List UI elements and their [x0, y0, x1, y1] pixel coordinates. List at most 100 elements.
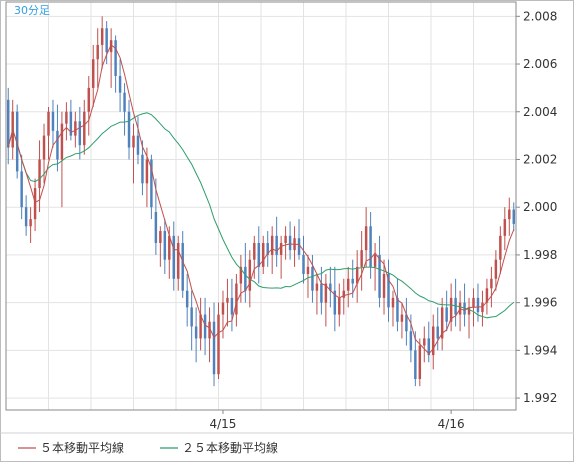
candle-body: [436, 326, 439, 339]
candle: [400, 302, 404, 339]
candle-body: [212, 321, 216, 375]
candle-body: [7, 99, 10, 148]
candle-body: [141, 154, 144, 184]
candle: [74, 111, 77, 148]
candle-body: [56, 130, 59, 160]
candle-body: [485, 288, 489, 303]
candle-body: [387, 274, 390, 308]
candle-body: [409, 331, 413, 351]
candle: [373, 242, 377, 291]
candle-body: [360, 250, 363, 267]
candle-body: [114, 40, 117, 76]
candle: [159, 226, 162, 267]
candle-body: [83, 111, 86, 146]
candle-body: [51, 111, 55, 131]
candle: [217, 302, 220, 379]
candle-body: [342, 290, 345, 298]
candle: [56, 104, 59, 172]
candle-body: [244, 266, 247, 291]
candle: [297, 219, 301, 260]
candle: [33, 178, 37, 232]
candle: [494, 250, 498, 291]
y-tick-label: 1.994: [523, 343, 557, 357]
candle: [244, 242, 247, 303]
candle: [190, 290, 193, 351]
period-label: 30分足: [14, 4, 50, 17]
candle: [154, 178, 158, 255]
candle-body: [351, 278, 354, 284]
candle-body: [445, 307, 448, 322]
candle-body: [338, 297, 341, 315]
candle: [132, 123, 135, 184]
candle-body: [177, 242, 180, 279]
candle-body: [449, 297, 453, 322]
candle-body: [476, 297, 480, 313]
candle-body: [324, 283, 328, 303]
candle: [320, 266, 323, 315]
candle-body: [123, 92, 126, 112]
candle: [235, 274, 238, 327]
candle: [445, 290, 448, 332]
candle-body: [74, 121, 77, 136]
candle: [69, 99, 73, 141]
y-tick-label: 2.008: [523, 9, 557, 23]
candle-body: [288, 235, 292, 251]
candle: [60, 111, 64, 208]
candle: [127, 99, 131, 160]
candle-body: [467, 307, 471, 315]
candle: [92, 44, 95, 107]
candle-body: [499, 235, 502, 260]
candle-body: [239, 266, 243, 284]
x-tick-label: 4/16: [438, 417, 465, 431]
y-tick-label: 1.992: [523, 391, 557, 405]
candle: [360, 231, 363, 291]
candle: [203, 297, 207, 356]
candle-body: [87, 87, 90, 112]
candle: [503, 207, 507, 251]
candle: [378, 235, 381, 308]
candle: [239, 254, 243, 303]
candle: [136, 116, 140, 165]
candle-body: [503, 219, 507, 236]
candle: [226, 278, 229, 327]
candle: [47, 106, 50, 160]
candle: [414, 331, 417, 387]
candle: [141, 140, 144, 196]
plot-frame: [5, 1, 517, 411]
legend-label-ma25: ２５本移動平均線: [182, 440, 278, 455]
candle: [185, 274, 189, 327]
candle: [114, 35, 117, 93]
candle: [387, 259, 390, 322]
candle-body: [396, 297, 399, 322]
candle-body: [391, 297, 395, 308]
candle-body: [284, 235, 287, 243]
candle-body: [221, 302, 225, 315]
candle: [432, 314, 435, 370]
candle-body: [172, 235, 175, 279]
candle: [194, 307, 198, 363]
candle-body: [168, 235, 171, 260]
candle: [427, 321, 430, 363]
candle-body: [154, 211, 158, 243]
candle-body: [315, 283, 319, 291]
candle: [279, 235, 283, 279]
y-tick-label: 2.002: [523, 152, 557, 166]
candle: [15, 104, 19, 179]
ma25-line: [7, 112, 515, 319]
candle: [78, 106, 82, 160]
candle-body: [24, 207, 28, 227]
y-tick-label: 2.004: [523, 105, 557, 119]
candle: [329, 266, 332, 308]
candle: [284, 226, 287, 260]
candle-body: [185, 290, 189, 308]
candle: [163, 219, 167, 274]
candle-body: [306, 266, 310, 274]
candle-body: [105, 28, 108, 53]
candle-body: [432, 326, 435, 356]
candle-body: [132, 135, 135, 148]
legend-label-ma5: ５本移動平均線: [40, 440, 124, 455]
candle-body: [400, 314, 404, 322]
candle-body: [333, 290, 337, 315]
candle-body: [490, 278, 493, 289]
